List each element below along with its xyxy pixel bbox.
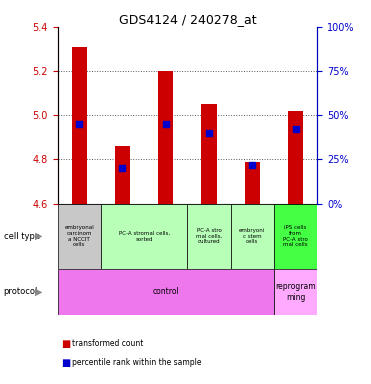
Text: iPS cells
from
PC-A stro
mal cells: iPS cells from PC-A stro mal cells bbox=[283, 225, 308, 247]
Bar bbox=[274, 204, 317, 269]
Point bbox=[249, 162, 255, 168]
Text: percentile rank within the sample: percentile rank within the sample bbox=[72, 358, 202, 367]
Bar bbox=[72, 47, 87, 204]
Bar bbox=[274, 269, 317, 315]
Bar bbox=[201, 104, 217, 204]
Point bbox=[76, 121, 82, 127]
Text: PC-A stromal cells,
sorted: PC-A stromal cells, sorted bbox=[118, 231, 170, 242]
Bar bbox=[288, 111, 303, 204]
Text: embryoni
c stem
cells: embryoni c stem cells bbox=[239, 228, 265, 245]
Text: ■: ■ bbox=[61, 358, 70, 368]
Text: ■: ■ bbox=[61, 339, 70, 349]
Bar bbox=[101, 204, 187, 269]
Text: transformed count: transformed count bbox=[72, 339, 144, 348]
Point bbox=[119, 165, 125, 171]
Point bbox=[206, 130, 212, 136]
Text: reprogram
ming: reprogram ming bbox=[275, 282, 316, 301]
Text: PC-A stro
mal cells,
cultured: PC-A stro mal cells, cultured bbox=[196, 228, 222, 245]
Bar bbox=[245, 162, 260, 204]
Bar bbox=[158, 71, 173, 204]
Bar bbox=[58, 269, 274, 315]
Bar bbox=[187, 204, 231, 269]
Title: GDS4124 / 240278_at: GDS4124 / 240278_at bbox=[119, 13, 256, 26]
Bar bbox=[115, 146, 130, 204]
Text: ▶: ▶ bbox=[35, 231, 43, 241]
Point bbox=[163, 121, 169, 127]
Text: ▶: ▶ bbox=[35, 287, 43, 297]
Bar bbox=[231, 204, 274, 269]
Text: control: control bbox=[152, 287, 179, 296]
Point bbox=[293, 126, 299, 132]
Text: protocol: protocol bbox=[4, 287, 38, 296]
Text: embryonal
carcinom
a NCCIT
cells: embryonal carcinom a NCCIT cells bbox=[64, 225, 94, 247]
Text: cell type: cell type bbox=[4, 232, 40, 241]
Bar bbox=[58, 204, 101, 269]
